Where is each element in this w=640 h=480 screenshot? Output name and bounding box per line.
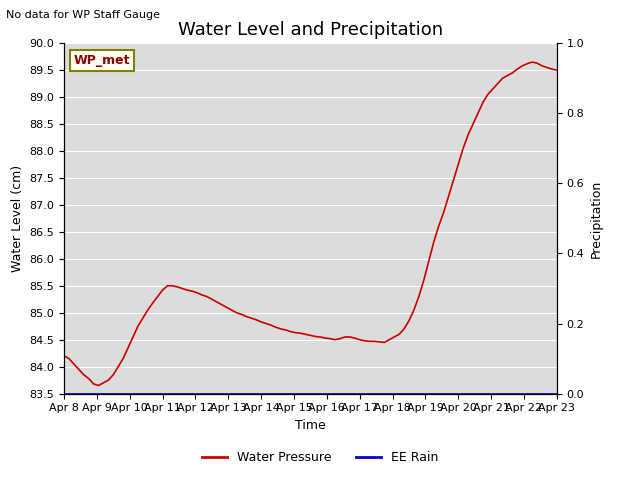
Text: No data for WP Staff Gauge: No data for WP Staff Gauge [6, 10, 161, 20]
Legend: Water Pressure, EE Rain: Water Pressure, EE Rain [196, 446, 444, 469]
Y-axis label: Water Level (cm): Water Level (cm) [11, 165, 24, 272]
X-axis label: Time: Time [295, 419, 326, 432]
Title: Water Level and Precipitation: Water Level and Precipitation [178, 21, 443, 39]
Y-axis label: Precipitation: Precipitation [590, 179, 603, 258]
Text: WP_met: WP_met [74, 54, 131, 67]
